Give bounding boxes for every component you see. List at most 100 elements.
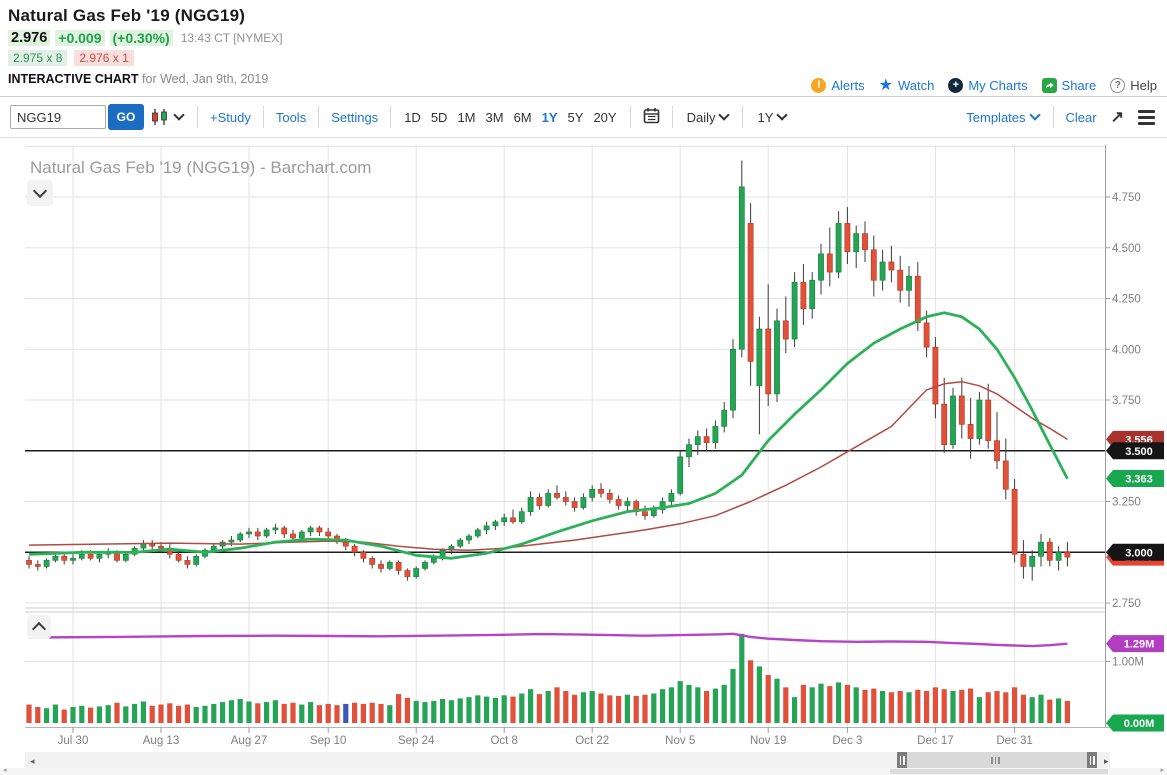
chart-date-label: for Wed, Jan 9th, 2019 [142, 72, 268, 86]
span-value: 1Y [757, 110, 773, 125]
add-study-button[interactable]: +Study [210, 110, 251, 125]
chevron-up-icon [32, 622, 46, 636]
last-price: 2.976 [8, 30, 50, 46]
span-dropdown[interactable]: 1Y [757, 110, 786, 125]
page-title: Natural Gas Feb '19 (NGG19) [8, 6, 283, 26]
range-1d[interactable]: 1D [404, 110, 421, 125]
main-panel-collapse-button[interactable] [27, 180, 53, 206]
my-charts-label: My Charts [968, 78, 1027, 93]
toolbar-separator [390, 106, 391, 128]
svg-text:Aug 13: Aug 13 [143, 735, 179, 747]
axis-price-tags: 3.5562.9763.5003.3633.0001.29M0.00M [1106, 431, 1164, 732]
go-button[interactable]: GO [108, 104, 144, 130]
chart-horizontal-scrollbar[interactable]: ◂ ▸ [25, 752, 1110, 769]
toolbar-separator [263, 106, 264, 128]
plus-circle-icon: + [948, 78, 963, 93]
hamburger-menu-icon[interactable] [1138, 110, 1155, 125]
page-subtitle: INTERACTIVE CHART for Wed, Jan 9th, 2019 [8, 72, 283, 86]
svg-text:1.00M: 1.00M [1112, 657, 1144, 669]
quote-time: 13:43 CT [NYMEX] [181, 31, 283, 45]
svg-text:Oct 8: Oct 8 [490, 735, 517, 747]
watch-label: Watch [898, 78, 934, 93]
fullscreen-expand-icon[interactable]: ↗ [1111, 107, 1124, 127]
toolbar-separator [630, 106, 631, 128]
help-label: Help [1130, 78, 1157, 93]
range-6m[interactable]: 6M [514, 110, 532, 125]
scrollbar-right-handle[interactable] [1087, 752, 1097, 769]
svg-text:Dec 31: Dec 31 [996, 735, 1032, 747]
range-5y[interactable]: 5Y [568, 110, 584, 125]
price-change-percent: (+0.30%) [110, 30, 173, 46]
toolbar-separator [1053, 106, 1054, 128]
chevron-down-icon [777, 109, 788, 120]
chart-watermark-title: Natural Gas Feb '19 (NGG19) - Barchart.c… [30, 158, 371, 177]
scrollbar-grip[interactable] [991, 757, 1000, 764]
chevron-down-icon [719, 109, 730, 120]
bid-size: 2.975 x 8 [8, 50, 67, 66]
axis-tag-0.00M: 0.00M [1106, 715, 1164, 732]
svg-text:2.750: 2.750 [1112, 598, 1141, 610]
symbol-input[interactable] [10, 105, 106, 129]
tools-button[interactable]: Tools [276, 110, 306, 125]
share-label: Share [1062, 78, 1097, 93]
frequency-dropdown[interactable]: Daily [687, 110, 729, 125]
svg-text:4.250: 4.250 [1112, 294, 1141, 306]
volume-panel-collapse-button[interactable] [27, 615, 51, 639]
svg-text:3.250: 3.250 [1112, 497, 1141, 509]
scrollbar-left-handle[interactable] [897, 752, 907, 769]
open-interest-line [29, 634, 1067, 646]
calendar-icon[interactable] [643, 107, 660, 127]
page-scroll-right-arrow[interactable]: ▸ [1160, 766, 1164, 774]
scrollbar-thumb[interactable] [897, 752, 1097, 769]
svg-text:Jul 30: Jul 30 [58, 735, 89, 747]
chart-type-candlestick-icon[interactable] [150, 108, 183, 126]
clear-button[interactable]: Clear [1066, 110, 1097, 125]
svg-text:Aug 27: Aug 27 [231, 735, 267, 747]
svg-text:4.750: 4.750 [1112, 192, 1141, 204]
range-3m[interactable]: 3M [486, 110, 504, 125]
my-charts-link[interactable]: + My Charts [948, 78, 1027, 93]
quote-header: Natural Gas Feb '19 (NGG19) 2.976 +0.009… [8, 6, 283, 86]
bid-ask-row: 2.975 x 8 2.976 x 1 [8, 50, 283, 66]
toolbar-separator [318, 106, 319, 128]
toolbar-separator [197, 106, 198, 128]
alert-bell-icon: ! [811, 78, 826, 93]
svg-text:0.00M: 0.00M [1124, 718, 1155, 730]
candlesticks [26, 160, 1070, 580]
price-change: +0.009 [55, 30, 104, 46]
svg-text:3.500: 3.500 [1125, 446, 1153, 458]
alerts-link[interactable]: ! Alerts [811, 78, 864, 93]
page-scroll-left-arrow[interactable]: ◂ [3, 766, 7, 774]
interactive-chart-label: INTERACTIVE CHART [8, 72, 139, 86]
axis-labels: 4.7504.5004.2504.0003.7503.5003.2503.000… [58, 192, 1144, 747]
axis-tag-3.500: 3.500 [1106, 442, 1164, 459]
share-link[interactable]: Share [1042, 78, 1097, 93]
svg-text:3.363: 3.363 [1125, 474, 1153, 486]
scroll-left-arrow-icon[interactable]: ◂ [30, 756, 35, 767]
price-row: 2.976 +0.009 (+0.30%) 13:43 CT [NYMEX] [8, 30, 283, 46]
svg-text:Sep 24: Sep 24 [398, 735, 435, 747]
page-horizontal-scrollbar[interactable]: ◂ ▸ [0, 768, 1167, 775]
svg-text:1.29M: 1.29M [1124, 639, 1155, 651]
chevron-down-icon [173, 109, 184, 120]
range-20y[interactable]: 20Y [593, 110, 616, 125]
toolbar-separator [672, 106, 673, 128]
templates-dropdown[interactable]: Templates [966, 110, 1038, 125]
chevron-down-icon [33, 184, 47, 198]
red-moving-average-line [29, 382, 1067, 551]
help-link[interactable]: ? Help [1110, 78, 1157, 93]
range-1y-selected[interactable]: 1Y [542, 110, 558, 125]
svg-text:3.000: 3.000 [1125, 547, 1153, 559]
price-chart[interactable]: Natural Gas Feb '19 (NGG19) - Barchart.c… [0, 145, 1167, 775]
settings-button[interactable]: Settings [331, 110, 378, 125]
svg-text:4.500: 4.500 [1112, 243, 1141, 255]
svg-text:Nov 5: Nov 5 [665, 735, 695, 747]
axis-tag-1.29M: 1.29M [1106, 635, 1164, 652]
header-links: ! Alerts ★ Watch + My Charts Share ? Hel… [811, 75, 1157, 95]
page-scrollbar-thumb[interactable] [890, 769, 1108, 774]
watch-link[interactable]: ★ Watch [879, 75, 935, 95]
svg-text:Dec 3: Dec 3 [832, 735, 862, 747]
scroll-right-arrow-icon[interactable]: ▸ [1104, 756, 1109, 767]
range-5d[interactable]: 5D [431, 110, 448, 125]
range-1m[interactable]: 1M [457, 110, 475, 125]
